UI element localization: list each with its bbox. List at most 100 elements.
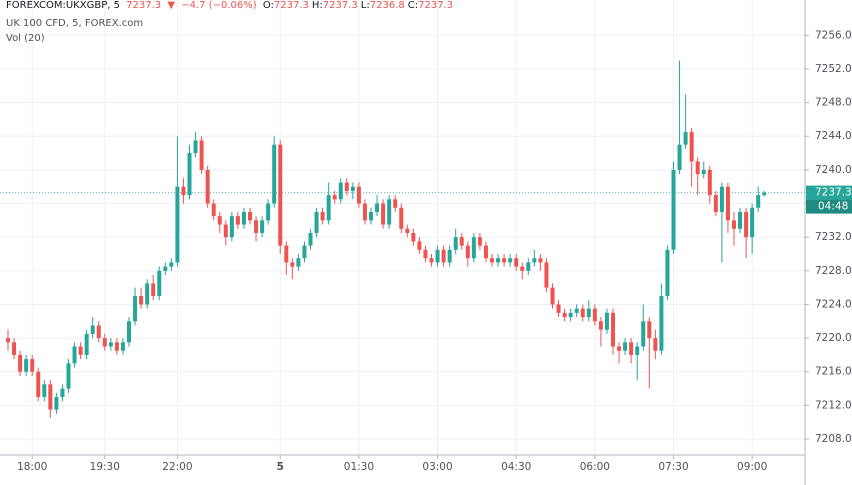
candle-body <box>617 346 622 351</box>
candle-body <box>254 220 259 233</box>
candle-body <box>532 258 537 263</box>
candle-body <box>429 258 434 263</box>
title: UK 100 CFD, 5, FOREX.com <box>6 18 144 29</box>
candle-body <box>738 211 743 229</box>
x-tick-label: 03:00 <box>422 461 452 473</box>
candle-body <box>526 262 531 271</box>
ohlc-value: 7236.8 <box>369 0 405 11</box>
ohlc-label: C: <box>407 0 419 11</box>
candle-body <box>689 132 694 162</box>
candle-body <box>393 199 398 208</box>
candle-body <box>707 169 712 196</box>
candle-body <box>423 249 428 259</box>
candle-body <box>193 140 198 154</box>
candle-body <box>496 258 501 263</box>
candle-body <box>36 371 41 397</box>
candle-body <box>163 266 168 271</box>
candle-body <box>344 182 349 191</box>
candle-body <box>756 195 761 208</box>
candle-body <box>677 144 682 170</box>
candle-body <box>477 237 482 246</box>
candle-body <box>641 321 646 347</box>
candle-body <box>405 228 410 233</box>
candle-body <box>520 266 525 271</box>
candle-body <box>459 237 464 246</box>
candle-body <box>580 308 585 318</box>
ohlc-value: 7237.3 <box>418 0 454 11</box>
candle-body <box>42 384 47 397</box>
candle-body <box>598 321 603 330</box>
candle-body <box>732 220 736 229</box>
candle-body <box>586 308 591 318</box>
price: 7237.3 <box>126 0 162 11</box>
candle-body <box>647 321 652 339</box>
x-tick-label: 18:00 <box>17 461 47 473</box>
candle-body <box>665 249 670 297</box>
candle-body <box>308 232 313 246</box>
candle-body <box>205 169 210 204</box>
x-tick-label: 22:00 <box>162 461 192 473</box>
candle-body <box>750 207 755 238</box>
y-tick-label: 7228.0 <box>815 265 852 277</box>
candle-body <box>490 258 494 263</box>
candle-body <box>683 132 688 145</box>
candle-body <box>187 153 192 196</box>
candle-body <box>217 216 222 225</box>
candle-body <box>399 207 404 229</box>
candle-body <box>211 203 216 217</box>
candle-body <box>635 346 640 355</box>
candle-body <box>695 161 700 175</box>
candle-body <box>338 182 343 200</box>
candle-body <box>719 186 724 212</box>
candle-body <box>556 304 561 313</box>
y-tick-label: 7224.0 <box>815 298 852 310</box>
candle-body <box>235 216 240 225</box>
x-tick-label: 04:30 <box>501 461 531 473</box>
candle-body <box>199 140 204 170</box>
candle-body <box>314 211 319 233</box>
candle-body <box>611 312 615 347</box>
candle-body <box>350 186 355 191</box>
arrow: ▼ <box>167 0 176 11</box>
candle-body <box>175 186 180 263</box>
ohlc-value: 7237.3 <box>322 0 358 11</box>
candle-body <box>362 203 367 221</box>
candle-body <box>762 192 767 196</box>
candle-body <box>60 388 65 397</box>
candle-body <box>701 169 706 175</box>
x-tick-label: 06:00 <box>580 461 610 473</box>
candle-body <box>441 249 446 263</box>
candle-body <box>96 325 101 339</box>
candle-body <box>108 342 113 347</box>
candle-body <box>629 342 634 355</box>
candle-body <box>326 195 331 221</box>
candle-body <box>151 283 156 297</box>
candle-body <box>592 308 597 322</box>
candle-body <box>671 169 676 250</box>
candle-body <box>24 359 29 372</box>
candle-body <box>447 249 452 263</box>
candle-body <box>145 283 150 305</box>
candle-body <box>48 384 53 410</box>
symbol-header: FOREXCOM:UKXGBP, 5 7237.3 ▼ −4.7 (−0.06%… <box>6 0 459 11</box>
y-tick-label: 7248.0 <box>815 97 852 109</box>
candle-body <box>538 258 543 263</box>
x-tick-label: 07:30 <box>658 461 688 473</box>
candle-body <box>284 245 289 263</box>
candle-body <box>169 262 174 267</box>
change: −4.7 (−0.06%) <box>181 0 257 11</box>
x-tick-label: 01:30 <box>344 461 374 473</box>
candle-body <box>72 346 77 364</box>
y-tick-label: 7256.0 <box>815 29 852 41</box>
last-price-label: 7237.3 <box>815 187 852 199</box>
countdown: 04:48 <box>818 201 848 213</box>
ohlc-label: O: <box>262 0 274 11</box>
candle-body <box>12 342 17 355</box>
candle-body <box>18 354 23 372</box>
candle-body <box>296 258 301 267</box>
y-tick-label: 7252.0 <box>815 63 852 75</box>
y-tick-label: 7208.0 <box>815 433 852 445</box>
countdown-box <box>806 199 852 214</box>
candle-body <box>6 338 10 343</box>
